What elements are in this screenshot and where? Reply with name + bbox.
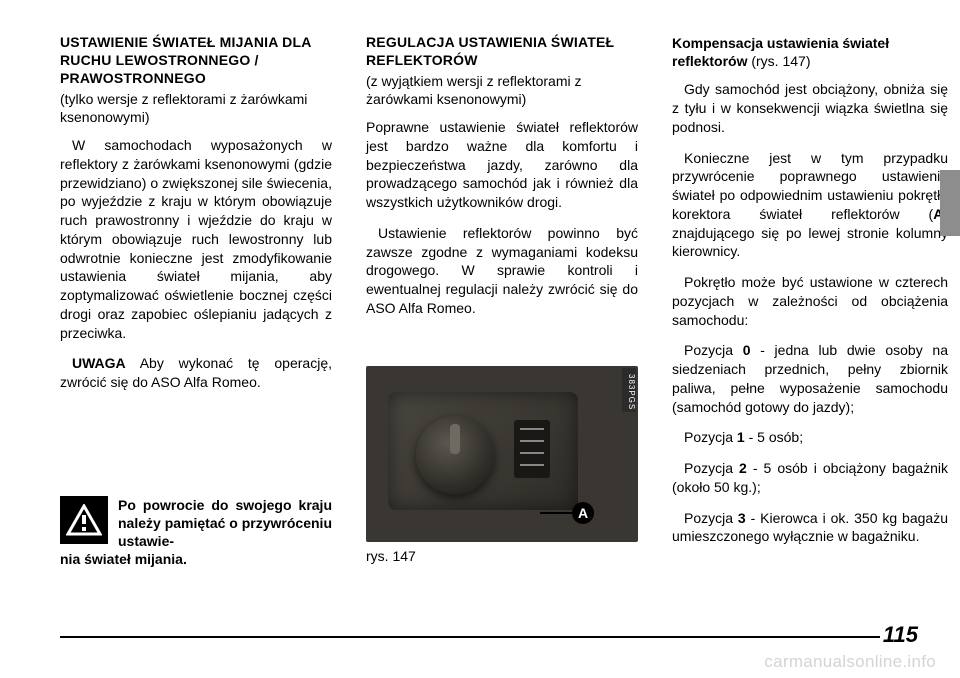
p2a: Konieczne jest w tym przypadku przywróce…	[672, 150, 948, 222]
pos1: Pozycja 1 - 5 osób;	[672, 428, 948, 447]
level-scale	[514, 420, 550, 478]
pos2b: 2	[739, 460, 747, 476]
marker-a: A	[572, 502, 594, 524]
col1-heading: USTAWIENIE ŚWIATEŁ MIJANIA DLA RUCHU LEW…	[60, 34, 332, 88]
column-1: USTAWIENIE ŚWIATEŁ MIJANIA DLA RUCHU LEW…	[60, 34, 332, 569]
column-3: Kompensacja ustawienia świateł reflektor…	[672, 34, 948, 569]
marker-leader	[540, 512, 574, 514]
pos0b: 0	[743, 342, 751, 358]
col2-heading: REGULACJA USTAWIENIA ŚWIATEŁ REFLEKTORÓW	[366, 34, 638, 70]
pos0: Pozycja 0 - jedna lub dwie osoby na sied…	[672, 341, 948, 416]
pos2a: Pozycja	[684, 460, 739, 476]
figure-caption: rys. 147	[366, 548, 638, 564]
col1-uwaga: UWAGA Aby wykonać tę operację, zwrócić s…	[60, 354, 332, 392]
col2-subtitle: (z wyjątkiem wersji z reflektorami z żar…	[366, 72, 638, 108]
pos3: Pozycja 3 - Kierowca i ok. 350 kg bagażu…	[672, 509, 948, 547]
col3-heading: Kompensacja ustawienia świateł reflektor…	[672, 34, 948, 70]
watermark: carmanualsonline.info	[764, 652, 936, 672]
col1-p1: W samochodach wyposażonych w reflektory …	[60, 136, 332, 342]
warning-box: Po powrocie do swojego kraju należy pami…	[60, 496, 332, 551]
warning-text: Po powrocie do swojego kraju należy pami…	[118, 496, 332, 551]
pos2: Pozycja 2 - 5 osób i obciążony bagażnik …	[672, 459, 948, 497]
side-tab	[940, 170, 960, 236]
pos1b: 1	[737, 429, 745, 445]
uwaga-label: UWAGA	[72, 355, 126, 371]
col2-p2: Ustawienie reflektorów powinno być zawsz…	[366, 224, 638, 318]
pos1a: Pozycja	[684, 429, 737, 445]
col1-subtitle: (tylko wersje z reflektorami z żarówkami…	[60, 90, 332, 126]
rotary-knob	[416, 416, 494, 494]
comp-title-b: (rys. 147)	[751, 53, 810, 69]
col3-p3: Pokrętło może być ustawione w czterech p…	[672, 273, 948, 329]
pos3a: Pozycja	[684, 510, 738, 526]
page: USTAWIENIE ŚWIATEŁ MIJANIA DLA RUCHU LEW…	[0, 0, 960, 569]
warning-text-cont: nia świateł mijania.	[60, 550, 332, 568]
figure-wrapper: A 383PGS rys. 147	[366, 366, 638, 564]
col2-p1: Poprawne ustawienie świateł reflektorów …	[366, 118, 638, 212]
pos3b: 3	[738, 510, 746, 526]
page-number: 115	[883, 622, 918, 648]
figure-tag: 383PGS	[622, 368, 636, 412]
column-2: REGULACJA USTAWIENIA ŚWIATEŁ REFLEKTORÓW…	[366, 34, 638, 569]
warning-triangle-icon	[60, 496, 108, 544]
figure-147: A 383PGS	[366, 366, 638, 542]
pos1c: - 5 osób;	[745, 429, 803, 445]
col3-p2: Konieczne jest w tym przypadku przywróce…	[672, 149, 948, 262]
col3-p1: Gdy samochód jest obciążony, obniża się …	[672, 80, 948, 136]
page-number-rule	[60, 636, 880, 638]
pos0a: Pozycja	[684, 342, 743, 358]
